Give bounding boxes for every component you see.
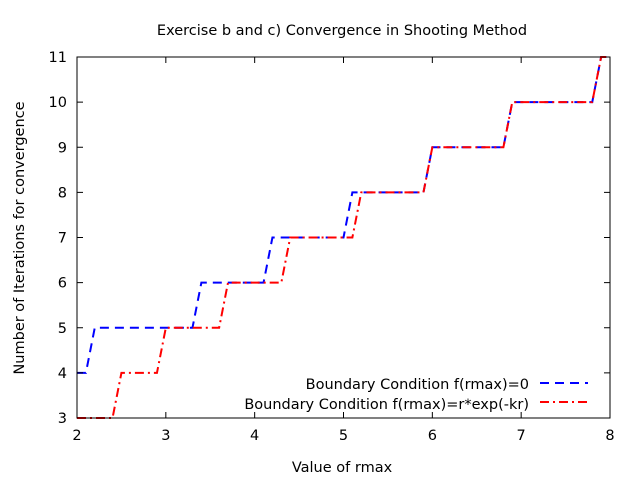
y-tick-label: 10 — [49, 95, 67, 111]
chart-title: Exercise b and c) Convergence in Shootin… — [157, 23, 527, 39]
x-tick-label: 3 — [161, 428, 170, 444]
x-tick-label: 6 — [428, 428, 437, 444]
legend: Boundary Condition f(rmax)=0 Boundary Co… — [244, 377, 588, 413]
y-tick-label: 6 — [58, 276, 67, 292]
series-line-2 — [77, 56, 610, 419]
x-tick-label: 2 — [72, 428, 81, 444]
x-axis: 2 3 4 5 6 7 8 — [72, 57, 615, 444]
y-tick-label: 7 — [58, 231, 67, 247]
x-tick-label: 7 — [517, 428, 526, 444]
y-tick-label: 9 — [58, 140, 67, 156]
y-tick-label: 11 — [49, 50, 67, 66]
y-axis: 3 4 5 6 7 8 9 10 11 — [49, 50, 610, 427]
y-tick-label: 4 — [58, 366, 67, 382]
legend-label-series-1: Boundary Condition f(rmax)=0 — [306, 377, 529, 393]
y-axis-label: Number of Iterations for convergence — [12, 101, 28, 374]
x-tick-label: 4 — [250, 428, 259, 444]
x-tick-label: 8 — [605, 428, 614, 444]
y-tick-label: 8 — [58, 185, 67, 201]
x-tick-label: 5 — [339, 428, 348, 444]
y-tick-label: 5 — [58, 321, 67, 337]
y-tick-label: 3 — [58, 411, 67, 427]
legend-label-series-2: Boundary Condition f(rmax)=r*exp(-kr) — [244, 397, 529, 413]
plot-series — [77, 56, 610, 419]
x-axis-label: Value of rmax — [292, 460, 393, 476]
